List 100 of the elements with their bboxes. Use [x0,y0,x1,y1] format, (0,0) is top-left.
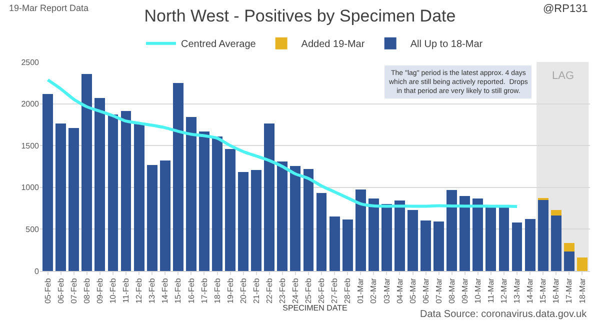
x-tick-label: 16-Feb [186,278,196,304]
bar [316,192,327,271]
x-tick-label: 06-Mar [421,278,430,304]
bar [342,219,353,271]
x-tick-label: 13-Feb [148,278,157,304]
bar [303,168,314,271]
bar [82,74,92,271]
bar [56,124,66,271]
y-tick-label: 500 [26,225,40,234]
bar [512,222,522,271]
y-tick-label: 0 [34,266,40,276]
x-tick-label: 07-Feb [69,278,78,304]
bar [498,208,510,271]
x-tick-label: 01-Mar [356,278,366,304]
x-tick-label: 17-Feb [200,278,209,304]
x-tick-label: 24-Feb [291,278,300,304]
bar [394,200,405,271]
x-tick-label: 12-Feb [134,278,144,304]
x-tick-label: 14-Feb [160,278,170,304]
bar [576,257,588,271]
bar [68,128,80,271]
x-tick-label: 09-Feb [96,278,105,304]
text: 19-Mar Report Data [9,3,89,13]
bar [564,252,574,271]
x-tick-label: 02-Mar [369,278,378,304]
bar [160,160,170,271]
chart-title: North West - Positives by Specimen Date [144,6,456,26]
bar [212,136,222,271]
bar [538,200,548,271]
x-tick-label: 14-Mar [526,278,535,304]
x-axis-title: SPECIMEN DATE [282,304,348,313]
x-tick-label: 21-Feb [252,278,261,304]
x-tick-label: 23-Feb [278,278,288,304]
x-tick-label: 10-Mar [474,278,483,304]
bar [172,82,184,271]
source-note: Data Source: coronavirus.data.gov.uk [420,309,588,320]
bar [550,216,562,271]
x-tick-label: 22-Feb [264,278,274,304]
x-tick-label: 07-Mar [434,278,444,304]
x-tick-label: 19-Feb [226,278,235,304]
x-tick-label: 12-Mar [500,278,509,304]
bar [434,221,444,271]
bar [420,220,431,271]
bar [264,124,275,271]
text: @RP131 [543,3,588,15]
bar [108,114,118,271]
x-tick-label: 05-Feb [43,278,52,304]
legend-label: All Up to 18-Mar [410,39,484,50]
x-tick-label: 18-Feb [212,278,222,304]
bar [524,219,536,271]
bar [238,172,249,271]
bar [94,98,106,271]
bar [199,132,210,271]
x-tick-label: 11-Mar [486,278,496,303]
bar [186,116,196,271]
bar [486,207,496,271]
x-tick-label: 26-Feb [317,278,326,304]
bar [460,196,470,271]
bar [120,111,132,271]
x-tick-label: 20-Feb [238,278,248,304]
x-tick-label: 08-Mar [447,278,456,304]
x-tick-label: 16-Mar [552,278,561,304]
x-tick-label: 28-Feb [343,278,352,304]
x-tick-label: 13-Mar [512,278,522,304]
y-tick-label: 2000 [21,100,40,109]
bar [146,165,158,271]
x-tick-label: 18-Mar [578,278,587,304]
x-tick-label: 15-Feb [174,278,183,304]
x-tick-label: 05-Mar [408,278,418,304]
bar [408,210,418,271]
x-tick-label: 15-Mar [538,278,548,304]
legend-label: Added 19-Mar [301,39,366,50]
bar [472,198,484,271]
x-tick-label: 17-Mar [564,278,574,304]
x-tick-label: 03-Mar [382,278,392,304]
x-tick-label: 25-Feb [304,278,314,304]
bar [564,242,574,252]
bar [446,190,458,271]
bar [329,216,340,271]
bar [290,166,301,271]
x-tick-label: 27-Feb [330,278,340,304]
y-tick-label: 2500 [21,58,40,67]
bar [277,161,288,271]
bar [225,149,236,271]
y-tick-label: 1000 [21,183,40,192]
x-tick-label: 04-Mar [395,278,404,304]
band-label: LAG [552,70,574,82]
bar [355,189,366,271]
bar [381,204,392,271]
bar [251,170,262,271]
x-tick-label: 10-Feb [108,278,118,304]
x-tick-label: 08-Feb [82,278,92,304]
x-tick-label: 11-Feb [122,278,131,303]
bar [134,124,144,271]
bar [42,94,54,271]
x-tick-label: 06-Feb [56,278,66,304]
bar [368,198,379,271]
legend-label: Centred Average [181,39,256,50]
bar [550,210,562,216]
x-tick-label: 09-Mar [460,278,470,304]
